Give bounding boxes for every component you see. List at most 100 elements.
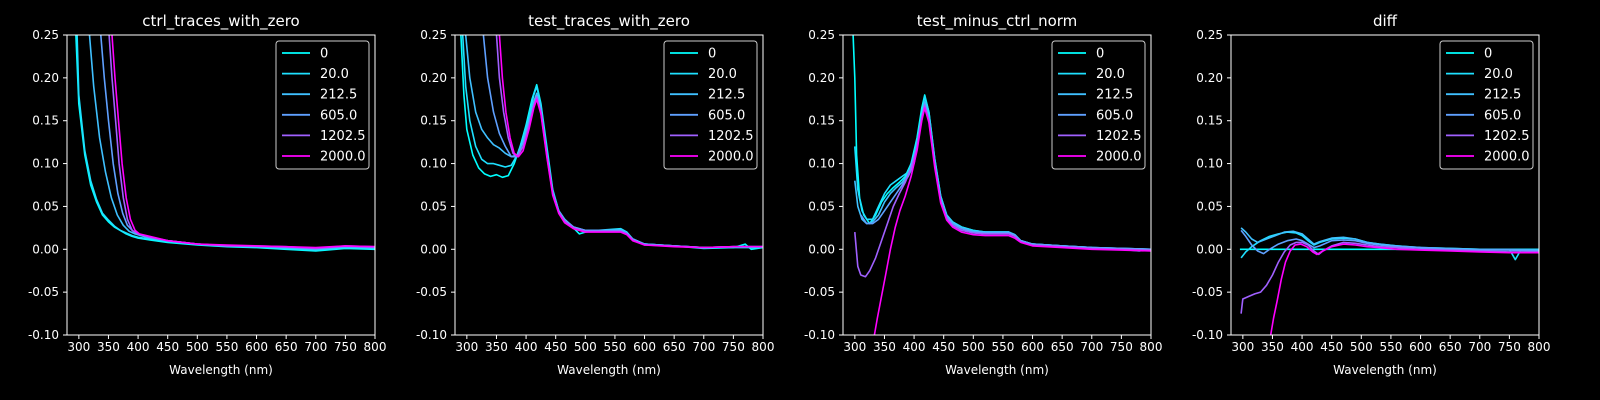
legend-entry-label: 212.5 <box>1484 88 1521 103</box>
chart-title: ctrl_traces_with_zero <box>142 12 299 31</box>
legend-entry-label: 1202.5 <box>1096 129 1142 144</box>
axes-frame <box>842 34 1152 336</box>
x-tick-label: 450 <box>544 340 567 354</box>
series-line-2000.0 <box>111 35 375 249</box>
x-tick-label: 700 <box>1080 340 1103 354</box>
x-tick-label: 400 <box>515 340 538 354</box>
x-tick-label: 650 <box>1051 340 1074 354</box>
axes-frame <box>66 34 376 336</box>
legend-entry-label: 1202.5 <box>708 129 754 144</box>
y-tick-label: -0.05 <box>416 285 447 299</box>
x-tick-label: 800 <box>1528 340 1551 354</box>
legend-entry-label: 20.0 <box>320 67 349 82</box>
legend-entry-label: 2000.0 <box>708 150 754 165</box>
y-tick-label: 0.25 <box>32 28 59 42</box>
legend-entry-label: 0 <box>320 47 328 62</box>
chart-title: test_minus_ctrl_norm <box>917 12 1078 31</box>
x-tick-label: 700 <box>692 340 715 354</box>
legend-entry-label: 212.5 <box>708 88 745 103</box>
x-tick-label: 700 <box>1468 340 1491 354</box>
x-tick-label: 800 <box>752 340 775 354</box>
series-line-1202.5 <box>1240 241 1539 314</box>
x-tick-label: 350 <box>1261 340 1284 354</box>
y-tick-label: 0.25 <box>808 28 835 42</box>
y-tick-label: -0.10 <box>28 328 59 342</box>
x-tick-label: 750 <box>1110 340 1133 354</box>
series-group <box>460 35 763 251</box>
chart-title: test_traces_with_zero <box>528 12 690 31</box>
y-tick-label: 0.00 <box>420 242 447 256</box>
legend-entry-label: 0 <box>1484 47 1492 62</box>
y-tick-label: -0.05 <box>1192 285 1223 299</box>
x-tick-label: 550 <box>1379 340 1402 354</box>
series-line-605.0 <box>1240 229 1539 255</box>
series-line-2000.0 <box>1269 243 1539 335</box>
y-tick-label: -0.10 <box>1192 328 1223 342</box>
y-tick-label: 0.20 <box>32 71 59 85</box>
legend-entry-label: 0 <box>708 47 716 62</box>
y-tick-label: -0.05 <box>28 285 59 299</box>
x-axis-label: Wavelength (nm) <box>557 363 661 377</box>
series-group <box>1239 227 1539 335</box>
x-tick-label: 500 <box>574 340 597 354</box>
legend: 0 20.0 212.5 605.0 1202.5 2000.0 <box>663 40 758 170</box>
chart-panel-1: 300 350 400 450 500 550 600 650 700 750 800 -0.10 -0… <box>28 12 387 377</box>
x-tick-label: 400 <box>127 340 150 354</box>
x-tick-label: 650 <box>275 340 298 354</box>
y-tick-label: 0.05 <box>808 199 835 213</box>
x-axis-label: Wavelength (nm) <box>945 363 1049 377</box>
y-tick-label: 0.00 <box>1196 242 1223 256</box>
x-tick-label: 450 <box>932 340 955 354</box>
y-tick-label: 0.05 <box>1196 199 1223 213</box>
x-tick-label: 500 <box>186 340 209 354</box>
x-tick-label: 600 <box>1409 340 1432 354</box>
legend-entry-label: 20.0 <box>708 67 737 82</box>
series-line-2000.0 <box>498 35 763 249</box>
y-tick-label: 0.25 <box>420 28 447 42</box>
x-tick-label: 300 <box>843 340 866 354</box>
y-tick-label: 0.05 <box>420 199 447 213</box>
x-axis-label: Wavelength (nm) <box>169 363 273 377</box>
x-tick-label: 750 <box>1498 340 1521 354</box>
y-tick-label: 0.00 <box>808 242 835 256</box>
legend-entry-label: 1202.5 <box>1484 129 1530 144</box>
legend-entry-label: 605.0 <box>320 108 357 123</box>
chart-panel-4: 300 350 400 450 500 550 600 650 700 750 800 -0.10 -0… <box>1192 12 1551 377</box>
x-tick-label: 300 <box>67 340 90 354</box>
legend-entry-label: 20.0 <box>1484 67 1513 82</box>
y-tick-label: 0.10 <box>1196 157 1223 171</box>
x-tick-label: 350 <box>485 340 508 354</box>
x-tick-label: 600 <box>1021 340 1044 354</box>
legend-entry-label: 605.0 <box>708 108 745 123</box>
x-tick-label: 650 <box>663 340 686 354</box>
chart-panel-2: 300 350 400 450 500 550 600 650 700 750 800 -0.10 -0… <box>416 12 775 377</box>
legend-entry-label: 605.0 <box>1484 108 1521 123</box>
legend: 0 20.0 212.5 605.0 1202.5 2000.0 <box>1439 40 1534 170</box>
x-tick-label: 500 <box>962 340 985 354</box>
x-tick-label: 750 <box>722 340 745 354</box>
legend: 0 20.0 212.5 605.0 1202.5 2000.0 <box>1051 40 1146 170</box>
x-tick-label: 450 <box>156 340 179 354</box>
x-tick-label: 450 <box>1320 340 1343 354</box>
x-tick-label: 400 <box>903 340 926 354</box>
x-tick-label: 550 <box>603 340 626 354</box>
x-tick-label: 800 <box>1140 340 1163 354</box>
legend: 0 20.0 212.5 605.0 1202.5 2000.0 <box>275 40 370 170</box>
legend-entry-label: 2000.0 <box>1484 150 1530 165</box>
chart-title: diff <box>1373 12 1398 30</box>
series-group <box>852 35 1151 335</box>
y-tick-label: 0.00 <box>32 242 59 256</box>
x-tick-label: 650 <box>1439 340 1462 354</box>
y-tick-label: -0.10 <box>804 328 835 342</box>
legend-entry-label: 212.5 <box>320 88 357 103</box>
x-tick-label: 800 <box>364 340 387 354</box>
legend-entry-label: 2000.0 <box>320 150 366 165</box>
x-tick-label: 350 <box>873 340 896 354</box>
y-tick-label: 0.15 <box>808 114 835 128</box>
y-tick-label: 0.05 <box>32 199 59 213</box>
y-tick-label: 0.20 <box>420 71 447 85</box>
y-tick-label: 0.10 <box>808 157 835 171</box>
y-tick-label: 0.20 <box>808 71 835 85</box>
y-tick-label: 0.15 <box>420 114 447 128</box>
x-axis-label: Wavelength (nm) <box>1333 363 1437 377</box>
